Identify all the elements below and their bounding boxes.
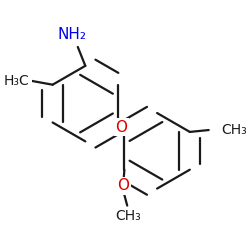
Text: CH₃: CH₃ <box>115 209 141 223</box>
Text: NH₂: NH₂ <box>58 27 86 42</box>
Text: H₃C: H₃C <box>4 74 30 88</box>
Text: O: O <box>115 120 127 135</box>
Text: CH₃: CH₃ <box>221 123 247 137</box>
Text: O: O <box>118 178 130 193</box>
